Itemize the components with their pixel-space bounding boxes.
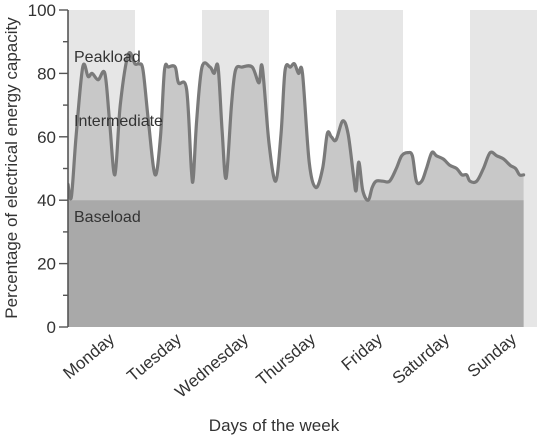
y-tick-label: 40	[37, 191, 56, 210]
y-tick-label: 100	[28, 1, 56, 20]
baseload-area	[68, 200, 524, 327]
chart-areas	[68, 52, 524, 327]
demand-curve	[68, 51, 526, 202]
x-tick-label-tuesday: Tuesday	[123, 329, 185, 385]
x-axis-title: Days of the week	[209, 416, 340, 435]
annotation-peakload: Peakload	[74, 49, 141, 66]
demand-curve-group	[68, 51, 526, 202]
x-tick-label-saturday: Saturday	[389, 329, 454, 388]
annotation-baseload: Baseload	[74, 209, 141, 226]
y-tick-label: 60	[37, 128, 56, 147]
x-tick-label-wednesday: Wednesday	[171, 329, 252, 401]
x-tick-label-monday: Monday	[60, 329, 119, 383]
y-axis-title: Percentage of electrical energy capacity	[2, 17, 21, 319]
x-tick-label-thursday: Thursday	[253, 329, 320, 389]
y-tick-label: 20	[37, 255, 56, 274]
annotation-intermediate: Intermediate	[74, 113, 163, 130]
y-tick-label: 0	[47, 318, 56, 337]
x-tick-label-sunday: Sunday	[464, 329, 521, 381]
y-tick-label: 80	[37, 64, 56, 83]
x-tick-label-friday: Friday	[338, 329, 387, 374]
y-axis: 0 20 40 60 80 100	[28, 1, 69, 337]
